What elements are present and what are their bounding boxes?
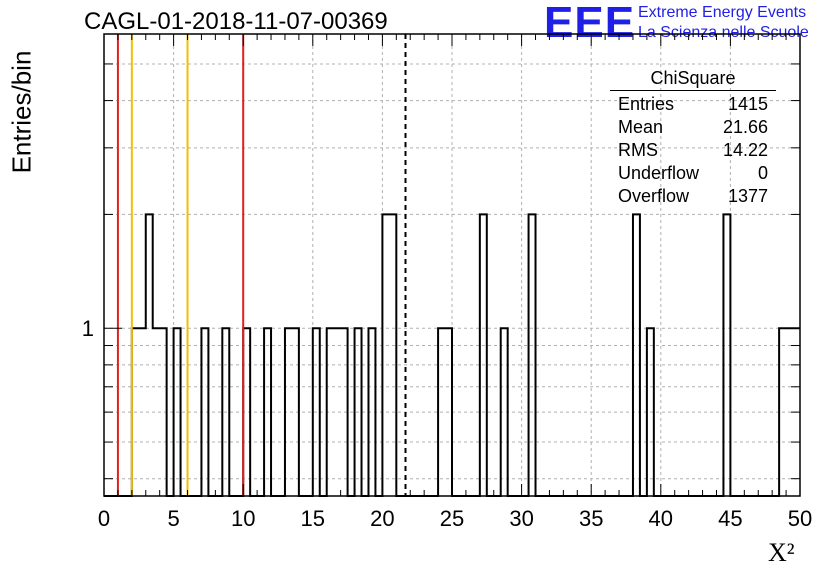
stats-row-overflow: Overflow 1377 [610, 185, 776, 208]
stats-value: 1377 [727, 186, 768, 206]
chart-title: CAGL-01-2018-11-07-00369 [84, 8, 388, 35]
histogram-bar [480, 214, 487, 496]
x-tick-label: 45 [718, 506, 742, 531]
stats-row-rms: RMS 14.22 [610, 139, 776, 162]
histogram-bar [529, 214, 536, 496]
stats-value: 0 [757, 163, 768, 183]
histogram-bar [382, 214, 389, 496]
x-tick-label: 25 [440, 506, 464, 531]
stats-value: 14.22 [722, 140, 768, 160]
histogram-bar [146, 214, 153, 496]
stats-row-mean: Mean 21.66 [610, 116, 776, 139]
y-tick-label: 1 [82, 316, 94, 341]
histogram-bar [389, 214, 396, 496]
logo-tagline-1: Extreme Energy Events [638, 4, 807, 21]
x-tick-label: 50 [788, 506, 812, 531]
stats-label: Entries [618, 94, 675, 114]
x-tick-label: 0 [98, 506, 110, 531]
x-tick-label: 40 [649, 506, 673, 531]
stats-value: 21.66 [722, 117, 768, 137]
x-tick-label: 35 [579, 506, 603, 531]
x-axis-label: X² [768, 538, 795, 567]
stats-label: Underflow [618, 163, 700, 183]
x-tick-label: 10 [231, 506, 255, 531]
stats-box: ChiSquare Entries 1415 Mean 21.66 RMS 14.22 Un… [610, 66, 776, 208]
x-tick-label: 5 [167, 506, 179, 531]
stats-row-entries: Entries 1415 [610, 93, 776, 116]
histogram-bar [633, 214, 640, 496]
logo-tagline-2: La Scienza nelle Scuole [638, 24, 809, 41]
stats-label: Overflow [618, 186, 690, 206]
stats-label: Mean [618, 117, 664, 137]
stats-value: 1415 [727, 94, 768, 114]
stats-row-underflow: Underflow 0 [610, 162, 776, 185]
stats-label: RMS [618, 140, 658, 160]
histogram-bar [723, 214, 730, 496]
x-tick-label: 15 [301, 506, 325, 531]
x-tick-label: 30 [509, 506, 533, 531]
stats-title: ChiSquare [610, 66, 776, 91]
x-tick-label: 20 [370, 506, 394, 531]
